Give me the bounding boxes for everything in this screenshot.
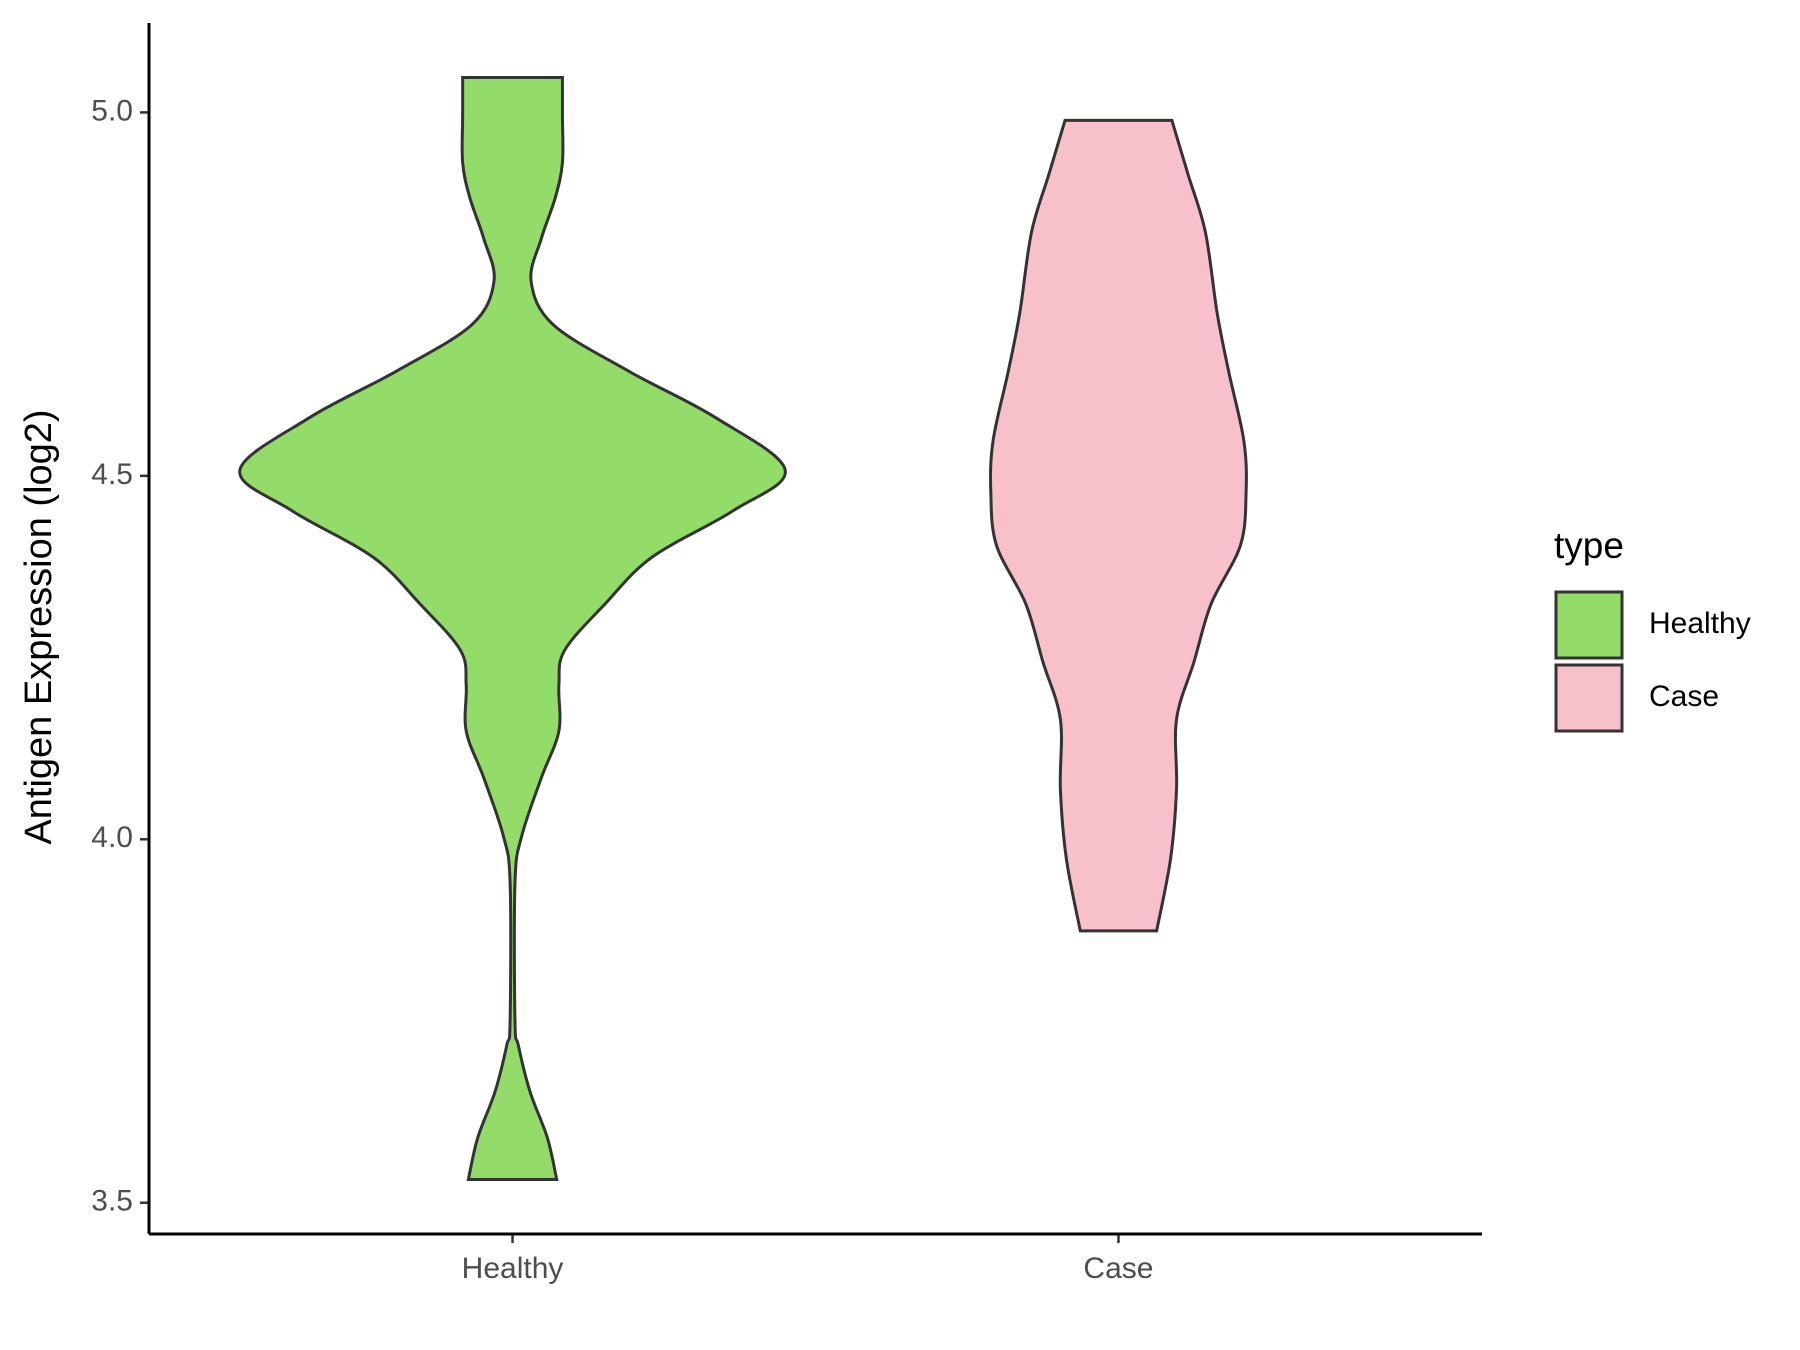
x-tick-label: Case [1083,1252,1153,1285]
legend-title: type [1554,525,1624,566]
violin [238,76,787,1181]
y-tick-label: 5.0 [91,94,133,127]
x-tick-label: Healthy [462,1252,564,1285]
legend-key [1554,663,1624,733]
violin [989,118,1248,933]
legend-label: Healthy [1649,607,1751,640]
y-tick-label: 3.5 [91,1185,133,1218]
legend-key [1554,590,1624,660]
y-axis-title: Antigen Expression (log2) [18,409,60,844]
y-tick-label: 4.0 [91,821,133,854]
y-tick-label: 4.5 [91,458,133,491]
violins [238,76,1248,1181]
legend-label: Case [1649,680,1719,713]
